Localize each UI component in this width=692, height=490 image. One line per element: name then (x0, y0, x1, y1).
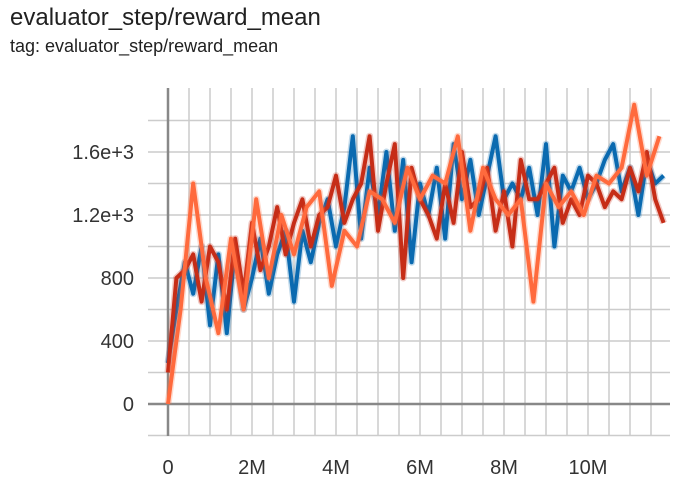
x-tick-label: 0 (162, 457, 173, 479)
x-tick-label: 8M (490, 457, 518, 479)
series-line-run-orange (166, 102, 662, 405)
y-tick-label: 400 (101, 331, 134, 353)
chart-title: evaluator_step/reward_mean (10, 4, 321, 31)
x-tick-label: 10M (569, 457, 608, 479)
y-tick-label: 0 (123, 394, 134, 416)
y-tick-label: 1.6e+3 (72, 142, 134, 164)
x-tick-label: 6M (406, 457, 434, 479)
chart-tag: tag: evaluator_step/reward_mean (10, 36, 279, 56)
series-line-run-blue (166, 134, 665, 364)
y-tick-label: 800 (101, 268, 134, 290)
y-tick-label: 1.2e+3 (72, 205, 134, 227)
x-tick-label: 2M (238, 457, 266, 479)
x-tick-label: 4M (322, 457, 350, 479)
